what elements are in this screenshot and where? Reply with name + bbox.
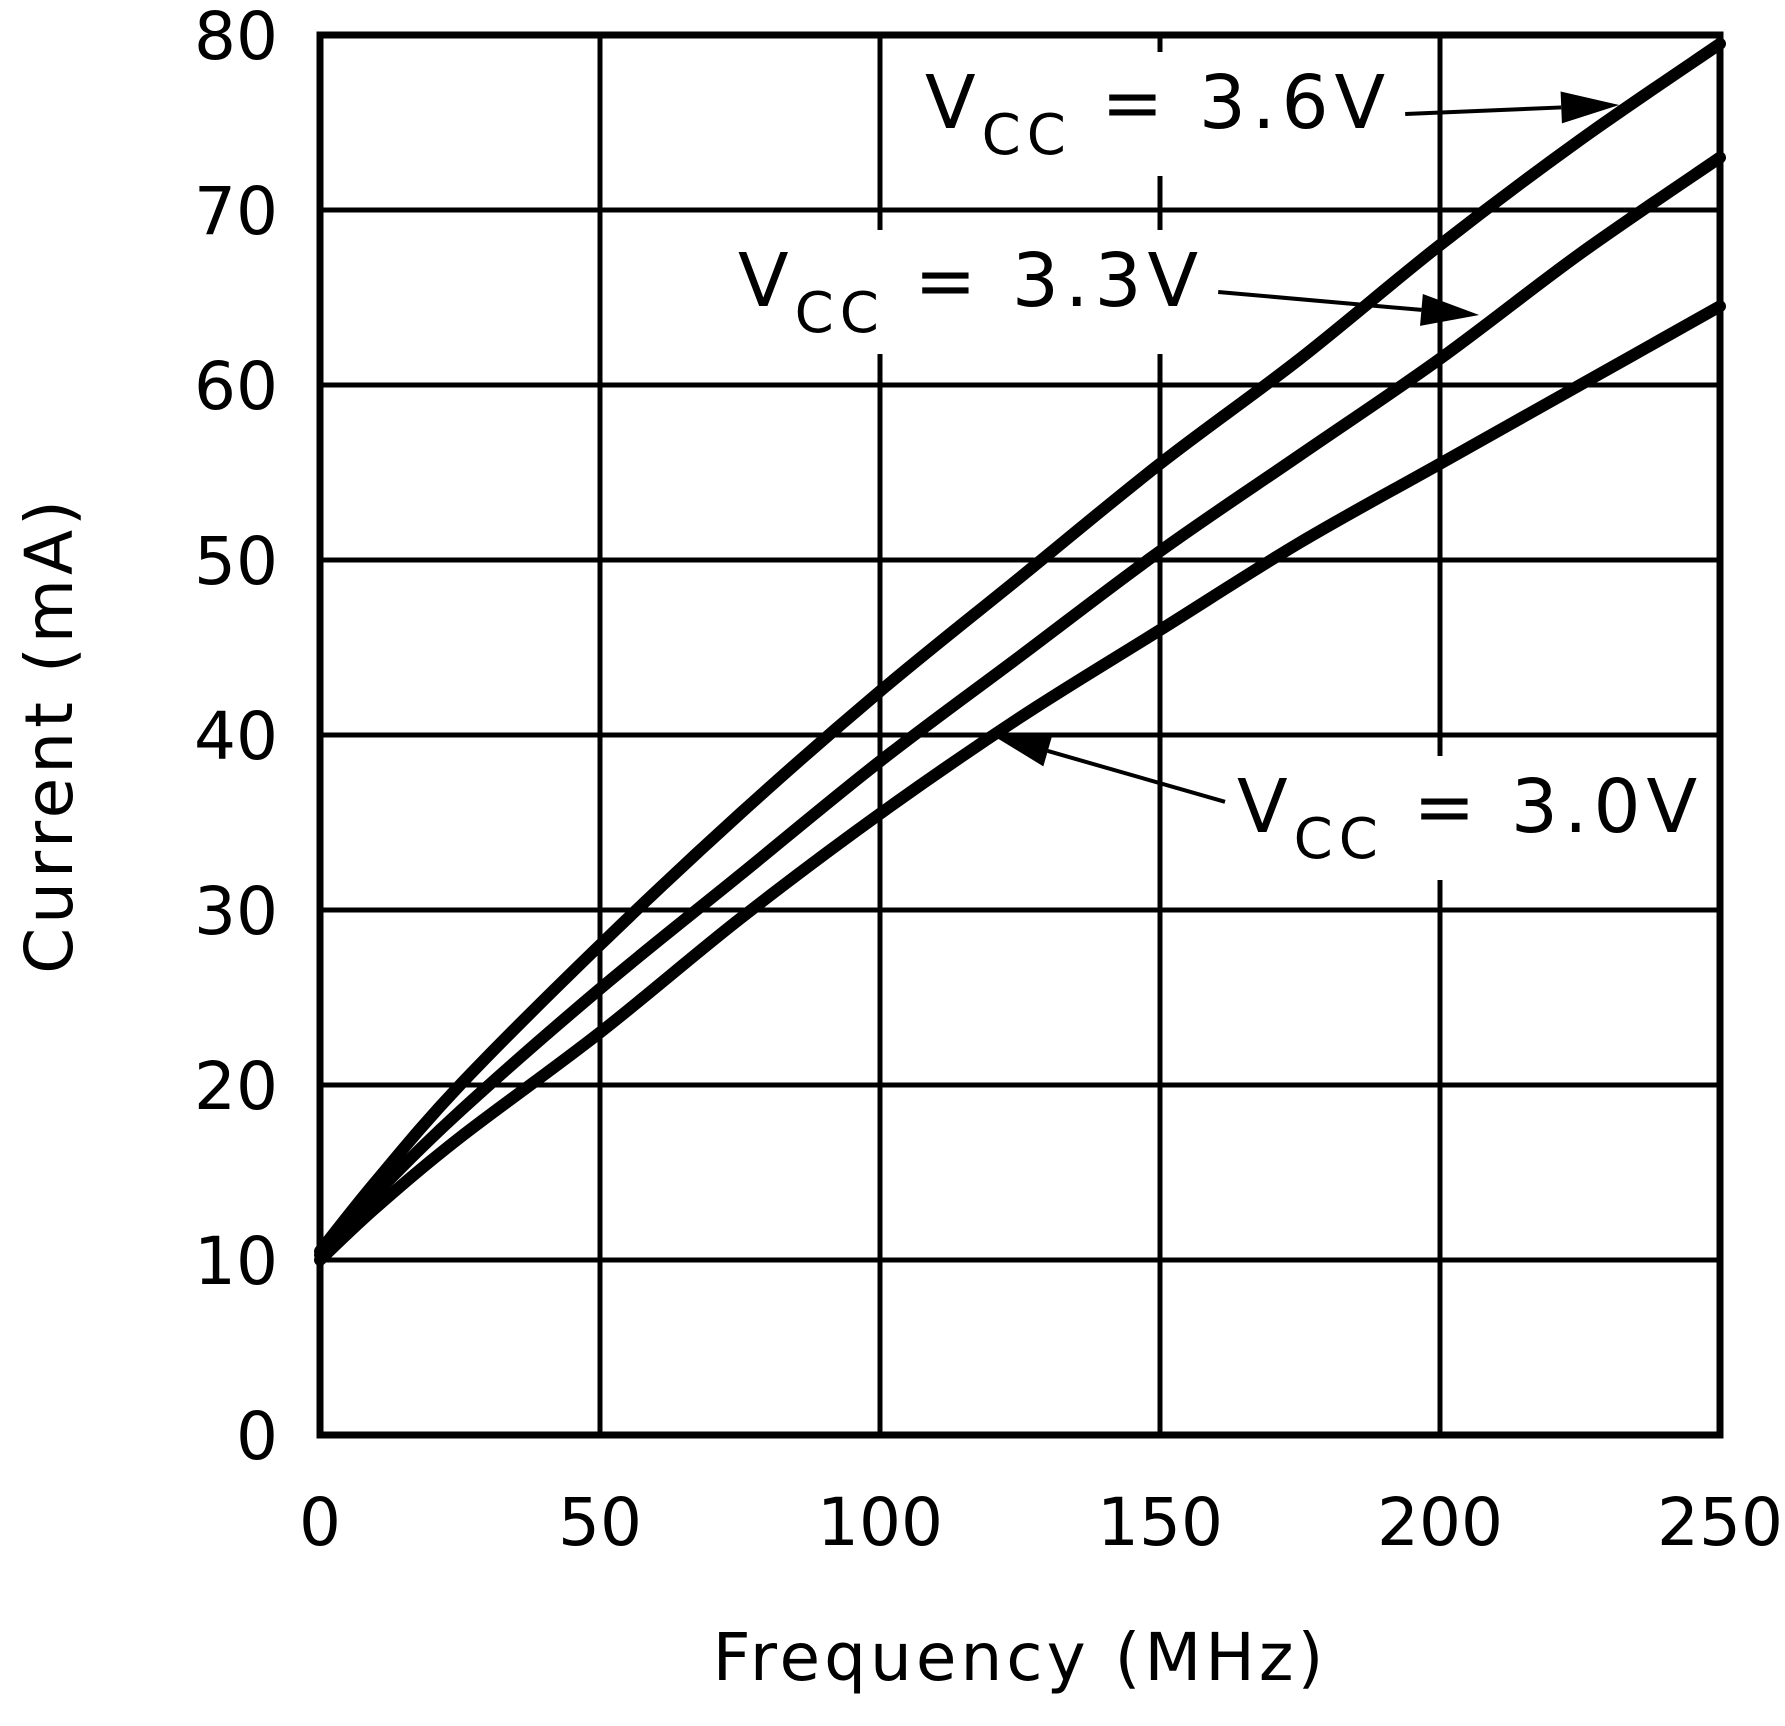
annotation-arrow-head: [1420, 293, 1480, 326]
annotation-label-bg: [1219, 756, 1722, 880]
annotation-arrow-line: [1047, 749, 1226, 804]
x-tick-label: 0: [299, 1484, 341, 1561]
series-line-2: [314, 300, 1726, 1266]
x-tick-label: 100: [817, 1484, 943, 1561]
y-tick-label: 50: [194, 523, 278, 600]
annotation-label-bg: [720, 230, 1223, 354]
x-tick-label: 250: [1657, 1484, 1783, 1561]
y-tick-label: 40: [194, 698, 278, 775]
y-tick-label: 10: [194, 1223, 278, 1300]
y-axis-label: Current (mA): [11, 496, 88, 974]
series-line-0: [314, 37, 1726, 1258]
y-tick-label: 80: [194, 0, 278, 75]
y-tick-label: 30: [194, 873, 278, 950]
annotation-arrow-head: [992, 735, 1053, 767]
y-tick-label: 20: [194, 1048, 278, 1125]
annotation-1: VCC = 3.3V: [720, 230, 1480, 354]
annotation-arrow-head: [1560, 91, 1620, 124]
x-tick-label: 200: [1377, 1484, 1503, 1561]
annotation-label: VCC = 3.0V: [1237, 764, 1703, 872]
annotation-arrow-line: [1405, 105, 1562, 116]
series-line-1: [314, 151, 1726, 1261]
annotation-arrow-line: [1218, 290, 1422, 312]
annotation-2: VCC = 3.0V: [992, 735, 1722, 880]
annotation-label: VCC = 3.6V: [925, 60, 1391, 168]
series-layer: [314, 37, 1726, 1266]
y-tick-label: 0: [236, 1398, 278, 1475]
plot-frame: [316, 31, 1724, 1439]
x-axis-label: Frequency (MHz): [713, 1619, 1328, 1696]
annotation-label: VCC = 3.3V: [738, 238, 1204, 346]
x-tick-label: 150: [1097, 1484, 1223, 1561]
y-tick-label: 70: [194, 173, 278, 250]
tick-labels: 0 10 20 30 40 50 60 70 80 0 50 100 150 200 250: [194, 0, 1783, 1561]
x-tick-label: 50: [558, 1484, 642, 1561]
annotations: VCC = 3.6V VCC = 3.3V VCC = 3.0V: [720, 52, 1722, 880]
annotation-0: VCC = 3.6V: [907, 52, 1620, 176]
y-tick-label: 60: [194, 348, 278, 425]
annotation-label-bg: [907, 52, 1410, 176]
